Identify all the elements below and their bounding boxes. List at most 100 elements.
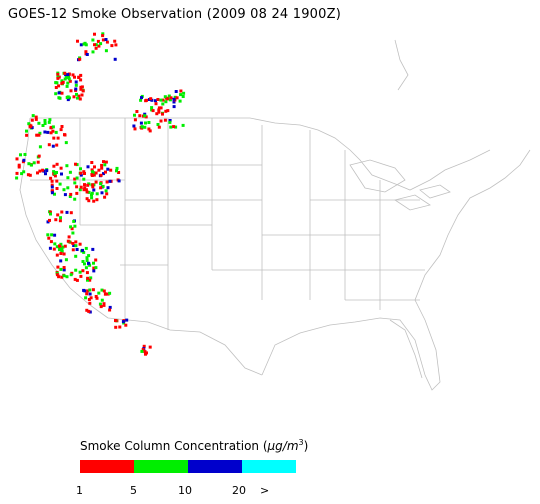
smoke-pixel [100, 191, 104, 195]
smoke-pixel [161, 112, 164, 116]
smoke-pixel [88, 278, 92, 282]
smoke-pixel [80, 85, 84, 89]
smoke-pixel [168, 98, 172, 102]
smoke-pixel [90, 193, 93, 197]
smoke-pixel [92, 173, 96, 177]
smoke-pixel [106, 186, 110, 190]
smoke-pixel [60, 172, 63, 176]
smoke-pixel [60, 79, 64, 83]
smoke-pixel [91, 185, 95, 189]
smoke-pixel [75, 248, 79, 251]
smoke-pixel [56, 76, 60, 80]
smoke-pixel [66, 81, 70, 85]
smoke-pixel [174, 125, 178, 129]
smoke-pixel [102, 160, 105, 164]
smoke-pixel [145, 98, 148, 102]
smoke-pixel [77, 94, 81, 98]
smoke-pixel [172, 100, 176, 104]
smoke-pixel [47, 236, 51, 240]
smoke-pixel [99, 305, 103, 309]
smoke-pixel [94, 46, 98, 50]
smoke-pixel [36, 160, 40, 164]
smoke-pixel [52, 164, 56, 168]
smoke-pixel [90, 168, 94, 172]
smoke-pixel [69, 192, 73, 196]
smoke-pixel [72, 95, 76, 99]
smoke-pixel [133, 127, 137, 131]
smoke-pixel [145, 351, 148, 355]
smoke-pixel [50, 183, 54, 187]
smoke-pixel [88, 310, 92, 314]
smoke-pixel [79, 43, 83, 47]
smoke-pixel [50, 189, 54, 193]
smoke-pixel [172, 125, 176, 129]
smoke-pixel [43, 119, 47, 122]
smoke-pixel [82, 177, 86, 181]
smoke-pixel [50, 125, 54, 129]
smoke-pixel [31, 114, 35, 118]
smoke-pixel [55, 179, 59, 183]
smoke-pixel [85, 256, 89, 260]
smoke-pixel [60, 275, 64, 279]
smoke-pixel [52, 170, 56, 174]
smoke-pixel [54, 218, 58, 222]
smoke-pixel [88, 301, 92, 305]
state-boundaries [19, 39, 531, 391]
east-coast [414, 149, 531, 321]
smoke-pixel [62, 274, 66, 278]
smoke-pixel [30, 118, 34, 122]
legend-bin-1-5 [80, 460, 134, 473]
legend-bin-20-plus [242, 460, 296, 473]
smoke-pixel [108, 305, 112, 309]
smoke-pixel [65, 210, 69, 214]
smoke-pixel [93, 165, 96, 169]
smoke-pixel [49, 212, 52, 216]
smoke-pixel [74, 80, 78, 84]
smoke-pixel [27, 162, 31, 166]
smoke-pixel [133, 118, 137, 122]
smoke-pixel [74, 254, 78, 258]
smoke-pixel [49, 131, 53, 135]
smoke-pixel [54, 130, 58, 134]
smoke-pixel [22, 158, 26, 162]
smoke-pixel [157, 125, 161, 129]
smoke-pixel [84, 266, 88, 270]
smoke-pixel [93, 43, 96, 47]
smoke-pixel [66, 98, 70, 102]
smoke-pixel [96, 39, 100, 43]
smoke-pixel [87, 190, 91, 194]
smoke-pixel [79, 185, 83, 189]
smoke-pixel [77, 76, 81, 79]
smoke-pixel [88, 288, 92, 292]
smoke-pixel [83, 41, 87, 45]
smoke-pixel [113, 57, 117, 61]
legend-tick-over: > [260, 484, 270, 497]
smoke-pixel [125, 318, 129, 322]
smoke-pixel [37, 154, 41, 158]
smoke-pixel [71, 248, 75, 252]
smoke-pixel [60, 125, 64, 128]
smoke-pixel [55, 162, 59, 166]
smoke-pixel [95, 296, 99, 300]
legend-colorbar [80, 460, 296, 473]
smoke-pixel [95, 198, 99, 202]
smoke-pixel [163, 95, 167, 99]
smoke-pixel [63, 193, 67, 197]
smoke-pixel [59, 267, 63, 271]
smoke-pixel [74, 244, 78, 248]
smoke-pixel [63, 244, 67, 248]
smoke-pixel [92, 188, 96, 192]
smoke-pixel [90, 191, 94, 195]
smoke-pixel [154, 102, 158, 106]
smoke-pixel [43, 122, 47, 125]
smoke-pixel [90, 161, 94, 164]
smoke-pixel [37, 121, 41, 125]
smoke-pixel [63, 133, 66, 137]
legend-tick-1: 1 [76, 484, 83, 497]
smoke-pixel [74, 83, 78, 87]
smoke-pixel [169, 96, 173, 100]
smoke-pixel [78, 57, 82, 61]
smoke-pixel [108, 291, 112, 295]
smoke-pixel [84, 296, 88, 300]
smoke-pixel [115, 166, 119, 170]
